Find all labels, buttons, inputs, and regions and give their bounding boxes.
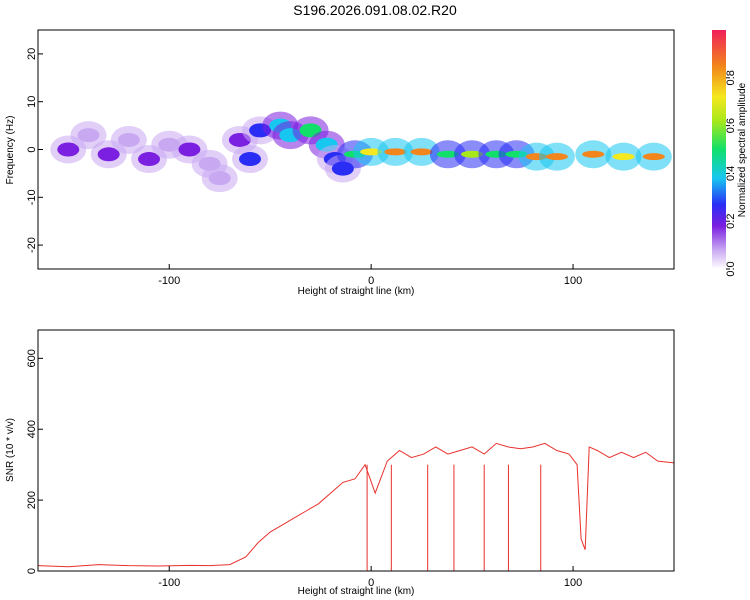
spectrogram-blob <box>436 150 459 158</box>
spectrogram-blob <box>582 150 605 158</box>
spectrogram-y-ticks: -20 -10 0 10 20 <box>26 48 43 253</box>
colorbar-tick-label: 0.4 <box>725 166 737 181</box>
snr-y-tick-label: 0 <box>26 568 38 574</box>
spectrogram-blob <box>117 132 140 147</box>
snr-y-label: SNR (10 * v/v) <box>5 418 16 482</box>
snr-y-tick-label: 400 <box>26 420 38 438</box>
spectrogram-blob <box>461 150 484 158</box>
colorbar-label: Normalized spectral amplitude <box>737 82 748 217</box>
spectrogram-blob <box>612 153 635 161</box>
spectrogram-blob <box>410 148 433 156</box>
snr-y-tick-label: 200 <box>26 491 38 509</box>
snr-x-tick-label: 100 <box>564 577 582 589</box>
spectrogram-blob <box>208 171 231 186</box>
colorbar-ticks: 0.0 0.2 0.4 0.6 0.8 <box>725 70 737 276</box>
snr-dropouts <box>366 464 542 571</box>
chart-title: S196.2026.091.08.02.R20 <box>293 2 457 18</box>
snr-y-ticks: 0 200 400 600 <box>26 349 43 574</box>
spectrogram-blob <box>545 153 568 161</box>
spectrogram-x-label: Height of straight line (km) <box>298 286 415 297</box>
spectrogram-blob <box>239 152 261 167</box>
spectrogram-y-tick-label: 10 <box>26 96 38 108</box>
spectrogram-blob <box>97 147 120 162</box>
snr-frame <box>37 329 675 572</box>
colorbar-tick-label: 0.0 <box>725 261 737 276</box>
spectrogram-y-tick-label: 0 <box>26 146 38 152</box>
spectrogram-blob <box>77 128 100 143</box>
snr-x-tick-label: -100 <box>158 577 180 589</box>
snr-y-tick-label: 600 <box>26 349 38 367</box>
spectrogram-blob <box>360 148 383 156</box>
colorbar: 0.0 0.2 0.4 0.6 0.8 Normalized spectral ampl… <box>712 30 748 277</box>
snr-x-tick-label: 0 <box>368 577 374 589</box>
spectrogram-x-tick-label: 100 <box>564 275 582 287</box>
snr-x-label: Height of straight line (km) <box>298 586 415 597</box>
spectrogram-blob <box>57 142 80 157</box>
spectrogram-y-label: Frequency (Hz) <box>5 116 16 185</box>
snr-panel: -100 0 100 0 200 400 600 Height of straight l… <box>5 329 675 597</box>
colorbar-tick-label: 0.6 <box>725 118 737 133</box>
snr-series-line <box>37 442 675 568</box>
colorbar-tick-label: 0.2 <box>725 214 737 229</box>
spectrogram-blob <box>642 153 665 161</box>
spectrogram-x-tick-label: 0 <box>368 275 374 287</box>
spectrogram-y-tick-label: -10 <box>26 189 38 205</box>
spectrogram-x-ticks: -100 0 100 <box>158 264 582 287</box>
spectrogram-y-tick-label: 20 <box>26 48 38 60</box>
spectrogram-x-tick-label: -100 <box>158 275 180 287</box>
spectrogram-blobs <box>50 111 672 193</box>
snr-background <box>38 330 674 571</box>
spectrogram-y-tick-label: -20 <box>26 237 38 253</box>
spectrogram-blob <box>178 142 201 157</box>
colorbar-tick-label: 0.8 <box>725 70 737 85</box>
snr-x-ticks: -100 0 100 <box>158 566 582 589</box>
colorbar-gradient <box>712 30 726 269</box>
spectrogram-blob <box>384 148 407 156</box>
spectrogram-blob <box>138 152 161 167</box>
